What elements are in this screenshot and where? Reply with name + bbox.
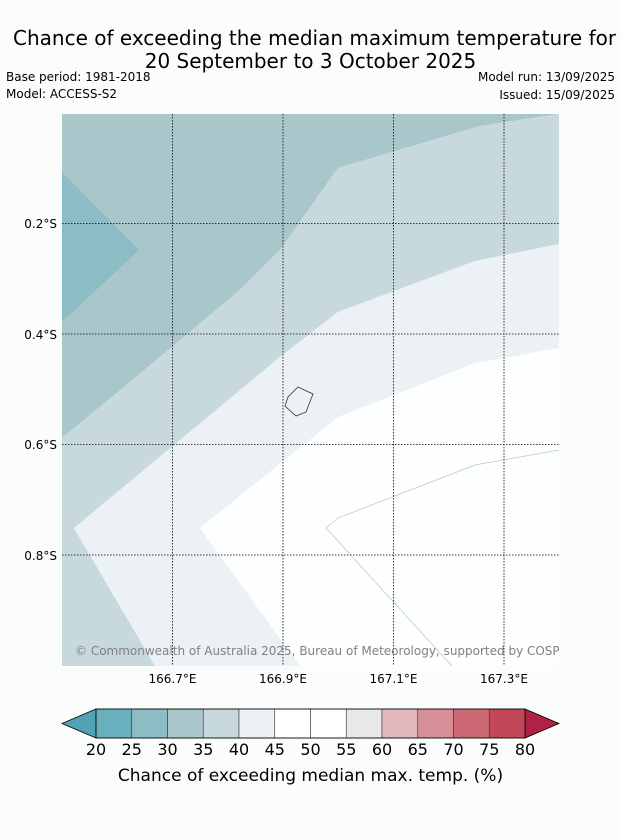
colorbar-segment xyxy=(131,708,168,739)
map-area: © Commonwealth of Australia 2025, Bureau… xyxy=(62,114,580,666)
colorbar xyxy=(60,708,561,739)
lon-label: 166.7°E xyxy=(149,672,197,686)
lat-label: 0.6°S xyxy=(24,438,57,452)
colorbar-outline xyxy=(95,708,526,739)
contour-line xyxy=(325,449,559,666)
colorbar-segment xyxy=(488,708,526,739)
lat-labels: 0.2°S 0.4°S 0.6°S 0.8°S xyxy=(24,217,57,563)
copyright-notice: © Commonwealth of Australia 2025, Bureau… xyxy=(75,644,580,658)
colorbar-over-arrow xyxy=(524,708,561,739)
lat-label: 0.2°S xyxy=(24,217,57,231)
colorbar-segment xyxy=(274,708,311,739)
colorbar-tick-label: 75 xyxy=(479,740,499,759)
graticule xyxy=(62,114,559,666)
colorbar-tick-label: 60 xyxy=(372,740,392,759)
lat-label: 0.4°S xyxy=(24,328,57,342)
colorbar-label: Chance of exceeding median max. temp. (%… xyxy=(117,766,504,786)
lon-labels: 166.7°E 166.9°E 167.1°E 167.3°E xyxy=(149,672,528,686)
colorbar-segment xyxy=(310,708,347,739)
contour-band-40-45 xyxy=(74,244,559,666)
colorbar-segment xyxy=(167,708,204,739)
model-run-label: Model run: 13/09/2025 xyxy=(477,70,615,84)
lat-label: 0.8°S xyxy=(24,549,57,563)
island-outline xyxy=(284,386,314,417)
issued-label: Issued: 15/09/2025 xyxy=(499,88,615,102)
colorbar-tick-label: 45 xyxy=(265,740,285,759)
colorbar-segment xyxy=(381,708,419,739)
lon-label: 167.1°E xyxy=(370,672,418,686)
map-title-line2: 20 September to 3 October 2025 xyxy=(144,49,477,73)
colorbar-tick-label: 30 xyxy=(157,740,177,759)
colorbar-tick-label: 35 xyxy=(193,740,213,759)
colorbar-tick-label: 20 xyxy=(86,740,106,759)
colorbar-segment xyxy=(202,708,240,739)
colorbar-segment xyxy=(345,708,383,739)
colorbar-segment xyxy=(238,708,276,739)
base-period-label: Base period: 1981-2018 xyxy=(6,70,151,84)
contour-band-35-40 xyxy=(62,114,559,666)
colorbar-under-arrow xyxy=(60,708,97,739)
colorbar-tick-label: 40 xyxy=(229,740,249,759)
lon-label: 166.9°E xyxy=(259,672,307,686)
map-figure: © Commonwealth of Australia 2025, Bureau… xyxy=(24,114,580,759)
colorbar-segment xyxy=(95,708,133,739)
colorbar-tick-label: 50 xyxy=(300,740,320,759)
lon-label: 167.3°E xyxy=(480,672,528,686)
contour-band-25-30 xyxy=(62,172,139,322)
colorbar-tick-label: 70 xyxy=(443,740,463,759)
colorbar-ticks: 20 25 30 35 40 45 50 55 60 65 70 75 80 xyxy=(86,740,535,759)
colorbar-tick-label: 55 xyxy=(336,740,356,759)
model-label: Model: ACCESS-S2 xyxy=(6,87,118,101)
contour-band-30-35 xyxy=(62,114,559,438)
map-title-line1: Chance of exceeding the median maximum t… xyxy=(13,26,617,50)
colorbar-tick-label: 25 xyxy=(122,740,142,759)
colorbar-segment xyxy=(453,708,490,739)
colorbar-tick-label: 80 xyxy=(515,740,535,759)
colorbar-tick-label: 65 xyxy=(408,740,428,759)
colorbar-segment xyxy=(417,708,454,739)
contour-band-45-55 xyxy=(200,348,559,666)
